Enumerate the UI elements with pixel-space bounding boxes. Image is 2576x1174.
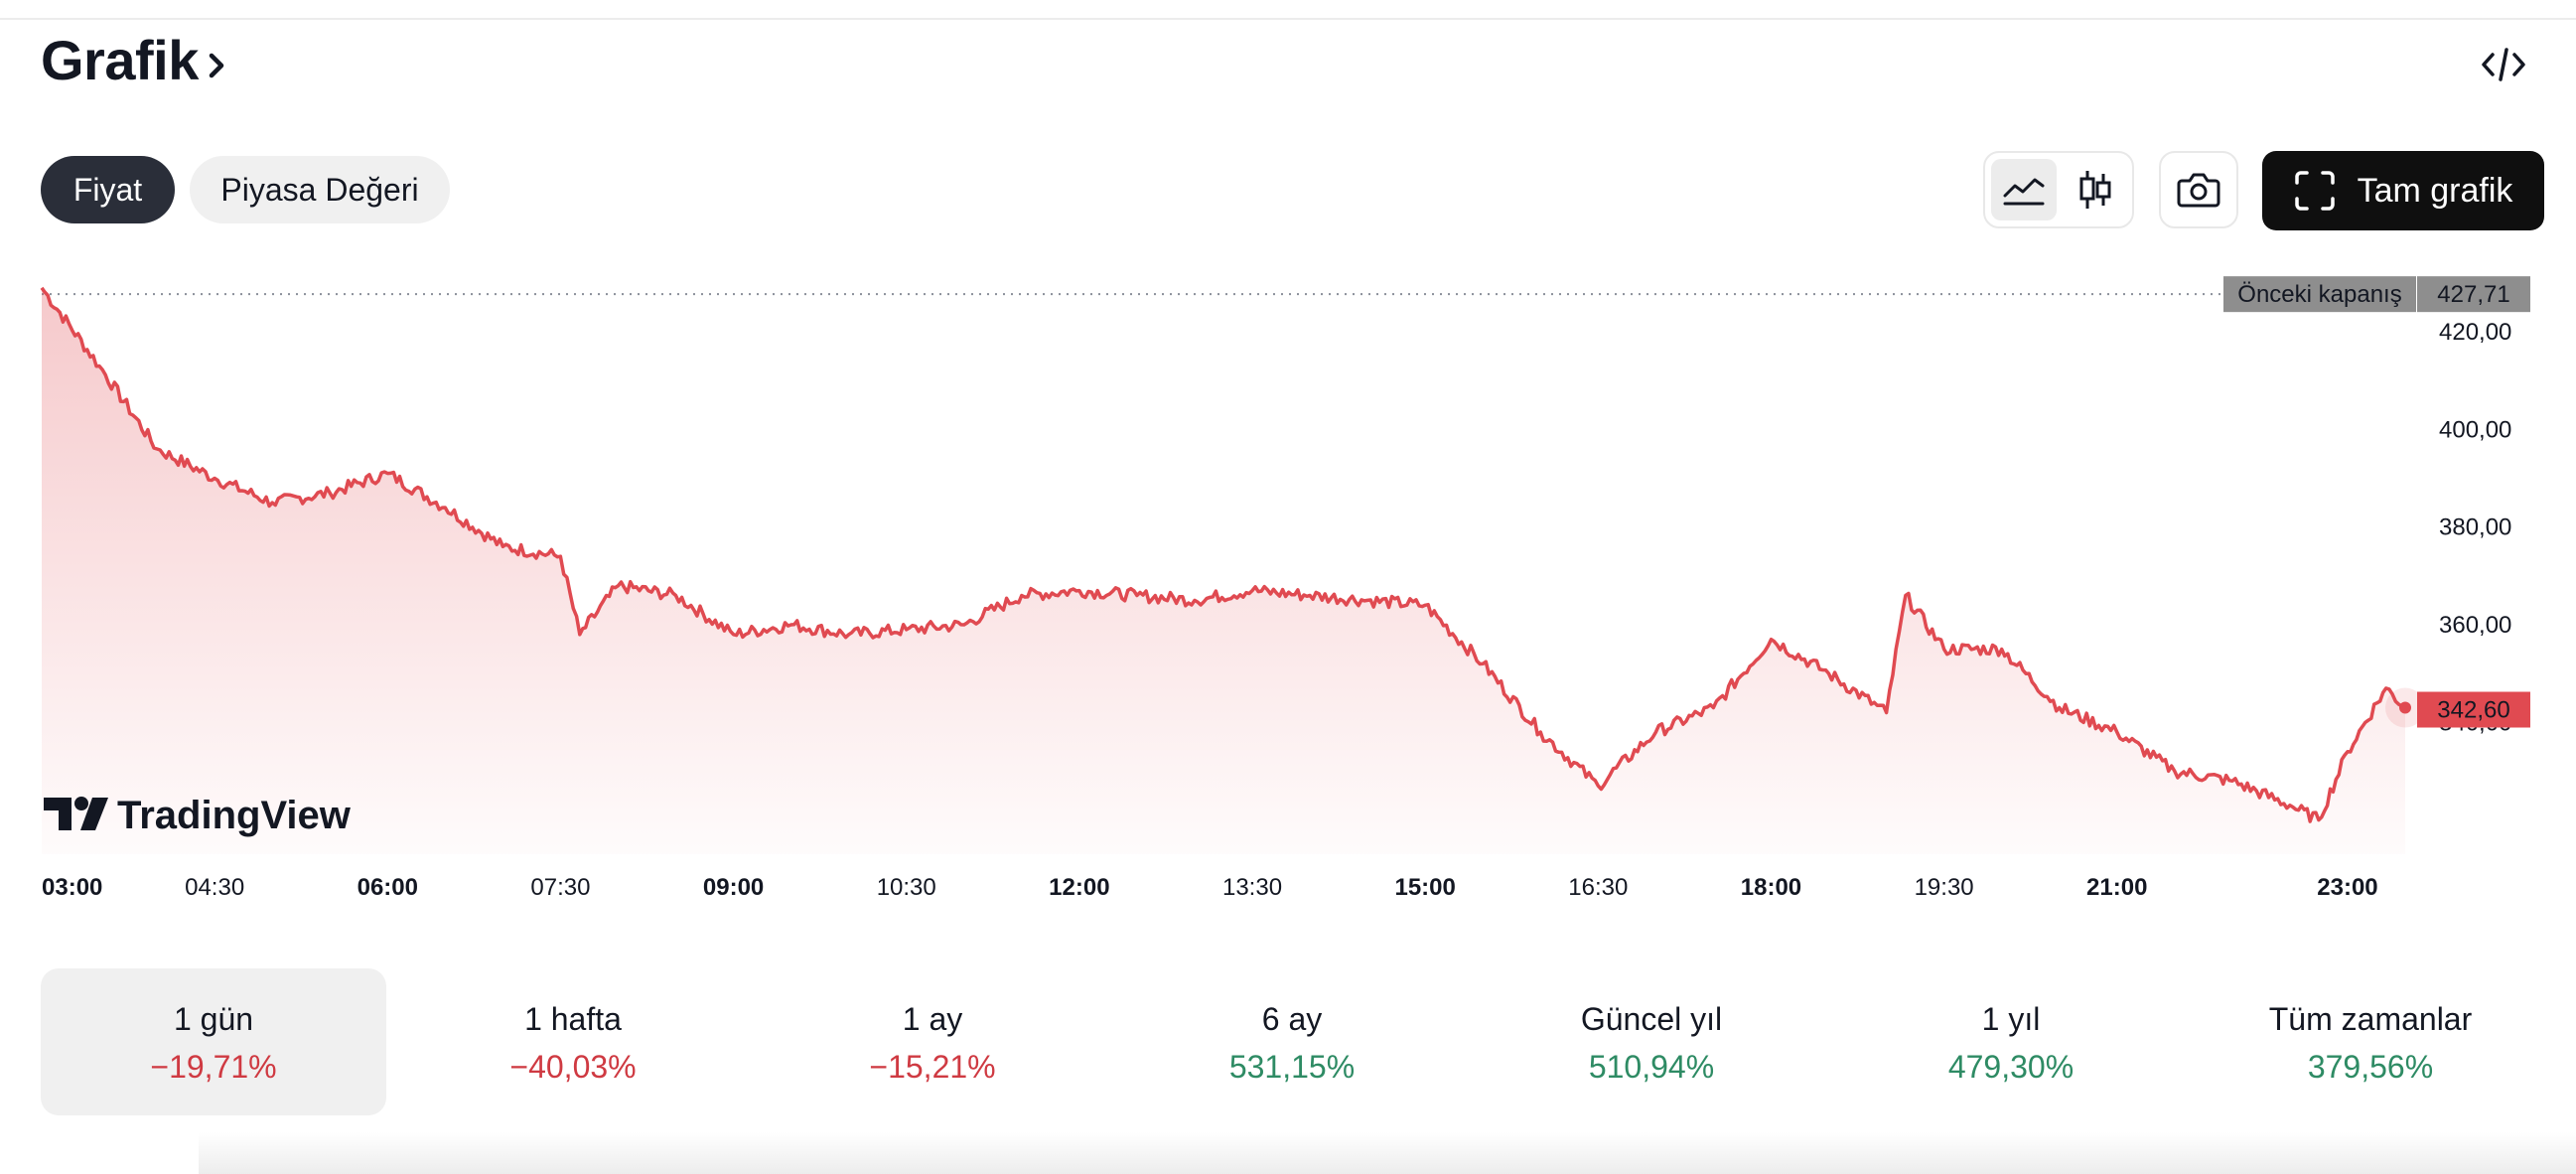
x-tick-label: 03:00 (42, 874, 102, 901)
y-tick-label: 400,00 (2439, 416, 2511, 443)
period-1w[interactable]: 1 hafta −40,03% (400, 968, 746, 1115)
x-tick-label: 19:30 (1915, 874, 1974, 901)
x-tick-label: 21:00 (2086, 874, 2147, 901)
x-tick-label: 13:30 (1222, 874, 1282, 901)
candlestick-button[interactable] (2063, 159, 2128, 220)
last-price-label: 342,60 (2417, 691, 2530, 728)
x-tick-label: 18:00 (1741, 874, 1801, 901)
period-6m[interactable]: 6 ay 531,15% (1119, 968, 1465, 1115)
period-1y[interactable]: 1 yıl 479,30% (1838, 968, 2184, 1115)
period-label: 1 hafta (524, 1001, 622, 1037)
y-tick-label: 420,00 (2439, 319, 2511, 346)
previous-close-value: 427,71 (2437, 281, 2509, 308)
camera-icon (2177, 173, 2220, 208)
period-label: 1 yıl (1981, 1001, 2041, 1037)
period-label: 1 gün (173, 1001, 254, 1037)
chart-section-title[interactable]: Grafik (41, 28, 228, 92)
x-tick-label: 09:00 (703, 874, 764, 901)
last-price-dot (2399, 701, 2411, 714)
embed-code-button[interactable] (2479, 40, 2528, 89)
area-chart-icon (2003, 178, 2045, 206)
top-divider (0, 18, 2576, 20)
period-ytd[interactable]: Güncel yıl 510,94% (1479, 968, 1824, 1115)
last-price-value: 342,60 (2437, 697, 2509, 724)
period-change: −19,71% (150, 1049, 277, 1085)
chart-style-toggle (1983, 151, 2134, 228)
price-area (42, 287, 2405, 854)
period-change: −40,03% (509, 1049, 637, 1085)
period-1m[interactable]: 1 ay −15,21% (760, 968, 1105, 1115)
price-line (40, 286, 2406, 823)
period-label: Güncel yıl (1580, 1001, 1723, 1037)
y-tick-label: 380,00 (2439, 514, 2511, 541)
x-tick-label: 04:30 (185, 874, 244, 901)
period-label: 6 ay (1261, 1001, 1323, 1037)
tradingview-logo-icon (44, 797, 108, 830)
period-change: 479,30% (1947, 1049, 2075, 1085)
tradingview-logo: TradingView (44, 794, 352, 837)
x-tick-label: 10:30 (877, 874, 936, 901)
x-tick-label: 12:00 (1049, 874, 1109, 901)
y-tick-label: 360,00 (2439, 612, 2511, 639)
full-chart-button[interactable]: Tam grafik (2262, 151, 2544, 230)
period-change: 510,94% (1588, 1049, 1715, 1085)
period-label: Tüm zamanlar (2268, 1001, 2473, 1037)
candlestick-icon (2079, 171, 2111, 209)
area-chart-button[interactable] (1991, 159, 2057, 220)
bottom-shadow (199, 1132, 2576, 1174)
previous-close-label: Önceki kapanış 427,71 (2223, 276, 2530, 313)
screenshot-button[interactable] (2159, 151, 2238, 228)
tab-market-cap[interactable]: Piyasa Değeri (190, 156, 450, 223)
x-tick-label: 07:30 (530, 874, 590, 901)
full-chart-label: Tam grafik (2357, 171, 2513, 210)
chevron-right-icon (209, 53, 224, 77)
x-tick-label: 06:00 (358, 874, 418, 901)
previous-close-text: Önceki kapanış (2237, 281, 2401, 308)
x-tick-label: 16:30 (1568, 874, 1628, 901)
tradingview-logo-text: TradingView (117, 794, 352, 837)
period-change: 531,15% (1228, 1049, 1356, 1085)
fullscreen-icon (2294, 171, 2335, 211)
x-tick-label: 15:00 (1394, 874, 1455, 901)
page-title: Grafik (41, 29, 199, 91)
period-change: 379,56% (2307, 1049, 2434, 1085)
period-label: 1 ay (902, 1001, 963, 1037)
period-change: −15,21% (869, 1049, 996, 1085)
code-embed-icon (2482, 48, 2525, 81)
period-1d[interactable]: 1 gün −19,71% (41, 968, 386, 1115)
period-all-time[interactable]: Tüm zamanlar 379,56% (2198, 968, 2543, 1115)
x-tick-label: 23:00 (2317, 874, 2377, 901)
tab-price[interactable]: Fiyat (41, 156, 175, 223)
